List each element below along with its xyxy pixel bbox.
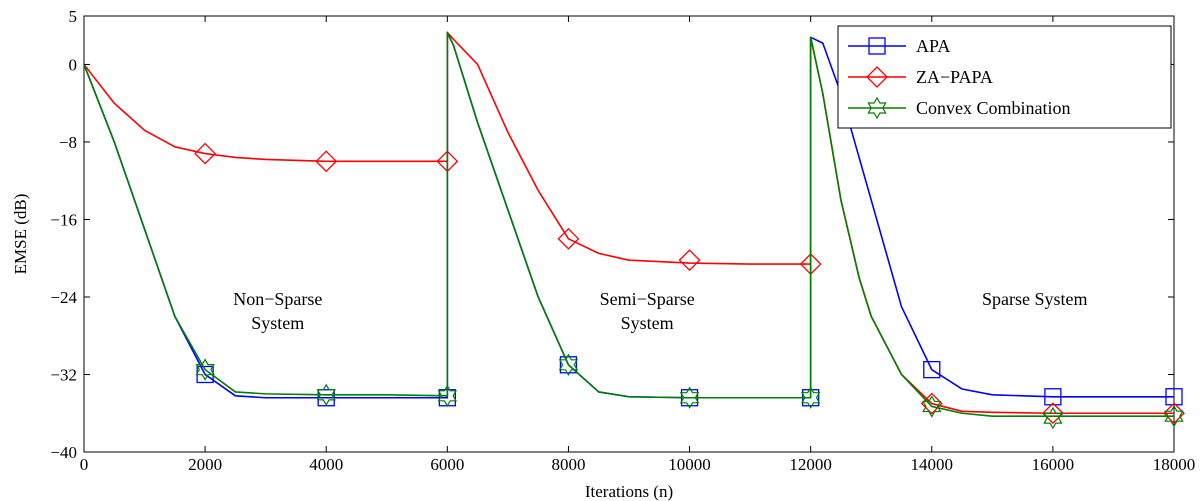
x-tick-label: 0	[80, 455, 89, 474]
x-tick-label: 12000	[789, 455, 832, 474]
series-marker	[1164, 405, 1184, 428]
plot-area	[83, 15, 1185, 453]
legend-marker	[866, 66, 888, 88]
series-marker	[923, 360, 941, 379]
x-tick-label: 2000	[188, 455, 222, 474]
series-marker	[1041, 402, 1064, 425]
y-tick-label: −24	[50, 288, 77, 307]
y-tick-label: −32	[50, 365, 77, 384]
axis-ticks: 0 2000 4000 6000 8000 10000 12000 14000 16000 180…	[50, 7, 1195, 474]
series-marker	[1043, 406, 1063, 430]
series-marker	[559, 356, 578, 374]
series-marker	[679, 386, 700, 409]
y-tick-label: −16	[50, 210, 77, 229]
legend-marker	[868, 37, 886, 55]
series-marker	[1044, 388, 1062, 406]
annotation-text: Semi−Sparse	[600, 289, 695, 309]
legend: APA ZA−PAPA Convex Combination	[837, 25, 1172, 129]
x-tick-label: 10000	[668, 455, 711, 474]
series-marker	[194, 142, 217, 165]
series-line	[83, 31, 1174, 415]
series-marker	[195, 358, 215, 381]
legend-entry: Convex Combination	[916, 98, 1071, 118]
series-marker	[558, 353, 579, 376]
legend-entry: ZA−PAPA	[916, 67, 993, 87]
y-tick-label: 5	[69, 7, 78, 26]
series-marker	[922, 395, 942, 418]
x-tick-label: 6000	[430, 455, 464, 474]
x-tick-label: 14000	[911, 455, 954, 474]
x-tick-label: 18000	[1153, 455, 1196, 474]
annotation-text: Non−Sparse	[233, 289, 322, 309]
series-marker	[316, 383, 336, 406]
legend-entry: APA	[916, 36, 950, 56]
x-tick-label: 8000	[551, 455, 585, 474]
series-marker	[1165, 388, 1183, 406]
series-marker	[437, 384, 458, 407]
legend-marker	[867, 96, 887, 120]
series-marker	[315, 150, 338, 173]
y-tick-label: 0	[69, 55, 78, 74]
y-tick-label: −8	[59, 133, 77, 152]
annotations: Non−Sparse System Semi−Sparse System Sparse …	[233, 289, 1087, 333]
series-za-papa	[83, 31, 1185, 425]
series-marker	[557, 227, 580, 250]
series-marker	[678, 249, 701, 272]
series-marker	[800, 386, 821, 409]
series-convex-combination	[83, 31, 1184, 430]
y-axis-label: EMSE (dB)	[11, 194, 30, 275]
x-axis-label: Iterations (n)	[585, 482, 673, 501]
y-tick-label: −40	[50, 443, 77, 462]
annotation-text: System	[251, 313, 304, 333]
series-marker	[1163, 402, 1185, 425]
series-line	[83, 31, 1174, 417]
x-tick-label: 4000	[309, 455, 343, 474]
annotation-text: System	[621, 313, 674, 333]
annotation-text: Sparse System	[982, 289, 1088, 309]
x-tick-label: 16000	[1032, 455, 1075, 474]
axes-frame	[83, 15, 1175, 453]
